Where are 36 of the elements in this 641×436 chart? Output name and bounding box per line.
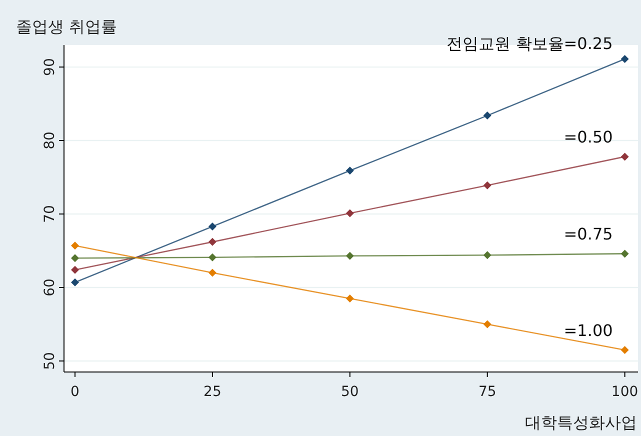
point — [208, 253, 216, 262]
point — [483, 251, 492, 260]
point — [208, 268, 216, 277]
point — [620, 250, 629, 258]
x-tick-label: 25 — [204, 384, 222, 400]
point — [346, 209, 354, 218]
point — [620, 346, 629, 354]
point — [483, 181, 492, 190]
y-axis-title: 졸업생 취업률 — [16, 17, 118, 36]
y-tick-label: 90 — [42, 58, 58, 76]
y-tick-label: 60 — [42, 278, 58, 296]
series-label: 전임교원 확보율=0.25 — [446, 34, 613, 53]
point — [70, 278, 79, 286]
point — [346, 252, 354, 260]
x-tick-label: 0 — [70, 384, 80, 400]
x-axis-title: 대학특성화사업 — [525, 413, 637, 432]
series-label: =0.50 — [564, 128, 613, 147]
y-tick-label: 80 — [42, 132, 58, 150]
point — [346, 166, 354, 175]
x-tick-label: 50 — [340, 384, 359, 400]
point — [620, 152, 629, 161]
point — [208, 238, 216, 246]
x-tick-label: 75 — [478, 384, 496, 400]
point — [70, 254, 79, 262]
point — [70, 242, 79, 250]
series-label: =0.75 — [564, 224, 613, 244]
y-tick-label: 70 — [42, 205, 58, 223]
series-label: =1.00 — [564, 320, 613, 340]
point — [620, 54, 629, 63]
point — [208, 222, 216, 231]
point — [483, 112, 492, 120]
point — [70, 266, 79, 274]
y-tick-label: 50 — [42, 352, 58, 370]
point — [483, 320, 492, 328]
x-tick-label: 100 — [611, 384, 638, 400]
point — [346, 294, 354, 303]
